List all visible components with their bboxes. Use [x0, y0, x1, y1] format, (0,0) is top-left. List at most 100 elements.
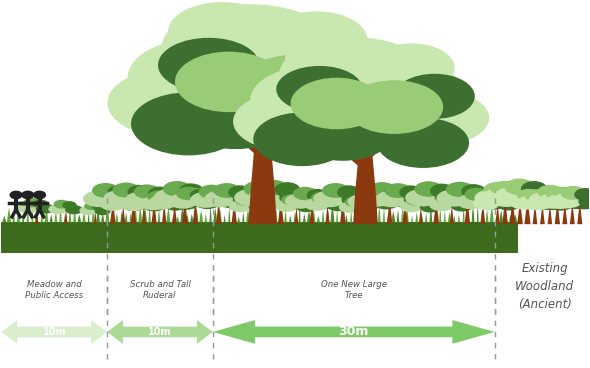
Polygon shape: [35, 210, 38, 224]
Polygon shape: [248, 85, 277, 224]
Ellipse shape: [190, 189, 211, 202]
Ellipse shape: [496, 198, 521, 210]
Ellipse shape: [276, 99, 384, 158]
Polygon shape: [330, 205, 335, 222]
Ellipse shape: [451, 199, 473, 212]
Ellipse shape: [346, 198, 372, 210]
Ellipse shape: [506, 183, 532, 198]
Ellipse shape: [112, 192, 142, 208]
Ellipse shape: [419, 202, 441, 213]
Polygon shape: [131, 202, 136, 224]
Polygon shape: [284, 210, 287, 222]
Polygon shape: [419, 213, 424, 222]
Polygon shape: [434, 213, 437, 222]
Ellipse shape: [342, 192, 371, 208]
Ellipse shape: [549, 198, 573, 210]
Polygon shape: [294, 209, 299, 224]
Ellipse shape: [307, 189, 328, 202]
Ellipse shape: [525, 189, 548, 202]
Ellipse shape: [65, 205, 83, 214]
Ellipse shape: [245, 183, 286, 202]
Polygon shape: [480, 210, 484, 222]
Ellipse shape: [94, 185, 132, 204]
Polygon shape: [162, 206, 165, 222]
Polygon shape: [467, 215, 470, 222]
Ellipse shape: [517, 189, 540, 202]
Ellipse shape: [245, 197, 263, 207]
Ellipse shape: [266, 11, 368, 68]
Ellipse shape: [415, 181, 442, 197]
Polygon shape: [336, 209, 338, 222]
Polygon shape: [525, 200, 530, 224]
Ellipse shape: [437, 194, 467, 208]
Ellipse shape: [122, 199, 145, 211]
Polygon shape: [345, 215, 348, 222]
Ellipse shape: [131, 92, 246, 155]
Polygon shape: [570, 205, 575, 224]
Ellipse shape: [274, 182, 300, 197]
Ellipse shape: [436, 193, 457, 204]
Ellipse shape: [481, 196, 508, 209]
Polygon shape: [425, 213, 427, 222]
Ellipse shape: [504, 178, 534, 195]
Ellipse shape: [156, 188, 180, 201]
Polygon shape: [453, 216, 455, 222]
Polygon shape: [134, 207, 137, 222]
Ellipse shape: [121, 198, 146, 211]
Ellipse shape: [250, 66, 377, 134]
Polygon shape: [509, 215, 512, 222]
Polygon shape: [490, 206, 494, 222]
Polygon shape: [350, 209, 352, 222]
Polygon shape: [372, 205, 376, 224]
Polygon shape: [510, 201, 516, 224]
Ellipse shape: [526, 188, 559, 206]
Ellipse shape: [158, 38, 260, 92]
Ellipse shape: [499, 184, 523, 199]
Polygon shape: [77, 215, 81, 222]
Polygon shape: [471, 205, 474, 222]
Ellipse shape: [165, 183, 205, 202]
Ellipse shape: [291, 78, 383, 129]
Polygon shape: [499, 210, 503, 222]
Ellipse shape: [405, 189, 440, 206]
Ellipse shape: [533, 191, 555, 203]
Polygon shape: [228, 206, 230, 222]
Ellipse shape: [546, 187, 571, 200]
Polygon shape: [121, 207, 126, 224]
Ellipse shape: [480, 190, 503, 202]
Ellipse shape: [464, 188, 488, 201]
Ellipse shape: [114, 184, 153, 203]
Ellipse shape: [457, 194, 486, 209]
Ellipse shape: [148, 191, 169, 203]
Polygon shape: [396, 210, 399, 222]
Bar: [1, 222, 518, 254]
Polygon shape: [216, 204, 221, 224]
Polygon shape: [214, 208, 217, 222]
Polygon shape: [495, 206, 500, 224]
Ellipse shape: [248, 188, 284, 206]
Polygon shape: [116, 213, 118, 222]
Ellipse shape: [175, 52, 283, 112]
Polygon shape: [357, 210, 360, 224]
Polygon shape: [68, 208, 71, 222]
Ellipse shape: [534, 197, 559, 210]
Ellipse shape: [369, 190, 390, 202]
Polygon shape: [261, 206, 264, 222]
Polygon shape: [326, 208, 329, 222]
Ellipse shape: [107, 185, 131, 199]
Polygon shape: [213, 320, 494, 344]
Polygon shape: [166, 208, 171, 222]
Polygon shape: [224, 215, 225, 222]
Polygon shape: [434, 202, 439, 224]
Polygon shape: [64, 211, 68, 224]
Polygon shape: [36, 205, 38, 222]
Polygon shape: [280, 212, 282, 222]
Polygon shape: [120, 210, 123, 222]
Circle shape: [34, 191, 45, 199]
Polygon shape: [107, 320, 213, 344]
Polygon shape: [50, 214, 53, 222]
Ellipse shape: [103, 190, 136, 207]
Ellipse shape: [108, 194, 139, 208]
Ellipse shape: [285, 35, 377, 86]
Polygon shape: [162, 206, 166, 224]
